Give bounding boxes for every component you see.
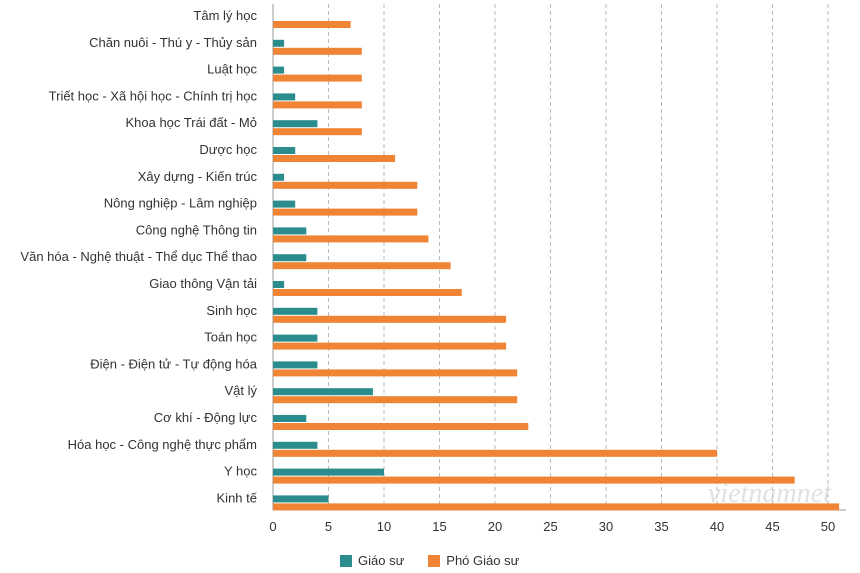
x-tick-label: 35	[654, 519, 668, 534]
category-label: Triết học - Xã hội học - Chính trị học	[49, 88, 258, 103]
bar-giao-su[interactable]	[273, 147, 296, 154]
category-label: Luật học	[207, 62, 257, 77]
category-label: Giao thông Vận tải	[149, 276, 257, 291]
x-tick-label: 40	[710, 519, 724, 534]
category-label: Vật lý	[224, 383, 257, 398]
bar-pho-giao-su[interactable]	[273, 315, 507, 323]
bar-giao-su[interactable]	[273, 388, 373, 396]
bar-giao-su[interactable]	[273, 334, 318, 342]
bar-pho-giao-su[interactable]	[273, 101, 362, 109]
watermark-logo: vietnamnet	[708, 478, 831, 509]
bar-pho-giao-su[interactable]	[273, 181, 418, 189]
bar-giao-su[interactable]	[273, 120, 318, 128]
bar-pho-giao-su[interactable]	[273, 289, 462, 296]
category-label: Nông nghiệp - Lâm nghiệp	[104, 196, 257, 211]
bar-pho-giao-su[interactable]	[273, 235, 429, 243]
category-label: Kinh tế	[217, 490, 258, 505]
category-label: Toán học	[204, 330, 257, 345]
x-tick-label: 15	[432, 519, 446, 534]
category-label: Xây dựng - Kiến trúc	[138, 169, 258, 184]
legend-swatch-giao-su	[340, 554, 352, 567]
legend: Giáo sư Phó Giáo sư	[340, 553, 519, 568]
bar-pho-giao-su[interactable]	[273, 208, 418, 216]
bar-giao-su[interactable]	[273, 200, 296, 208]
x-tick-label: 25	[543, 519, 557, 534]
legend-item-giao-su[interactable]: Giáo sư	[340, 553, 404, 568]
bar-giao-su[interactable]	[273, 281, 285, 288]
bar-pho-giao-su[interactable]	[273, 503, 840, 511]
category-label: Công nghệ Thông tin	[136, 222, 257, 237]
bar-giao-su[interactable]	[273, 39, 285, 47]
x-tick-label: 10	[377, 519, 391, 534]
x-tick-label: 50	[821, 519, 835, 534]
bar-pho-giao-su[interactable]	[273, 155, 396, 162]
legend-label-pho-giao-su: Phó Giáo sư	[446, 553, 520, 568]
bar-pho-giao-su[interactable]	[273, 74, 362, 82]
category-label: Chăn nuôi - Thú y - Thủy sản	[89, 35, 257, 50]
legend-item-pho-giao-su[interactable]: Phó Giáo sư	[428, 553, 519, 568]
bar-pho-giao-su[interactable]	[273, 21, 351, 28]
bar-giao-su[interactable]	[273, 468, 384, 476]
legend-swatch-pho-giao-su	[428, 554, 441, 567]
category-label: Dược học	[199, 142, 257, 157]
category-label: Sinh học	[206, 303, 257, 318]
legend-label-giao-su: Giáo sư	[358, 553, 405, 568]
bar-pho-giao-su[interactable]	[273, 369, 518, 377]
bar-giao-su[interactable]	[273, 93, 296, 101]
x-tick-label: 45	[765, 519, 779, 534]
bar-giao-su[interactable]	[273, 495, 329, 503]
category-label: Văn hóa - Nghệ thuật - Thể dục Thể thao	[20, 249, 257, 264]
x-tick-label: 0	[269, 519, 276, 534]
x-tick-label: 20	[488, 519, 502, 534]
category-label: Điện - Điện tử - Tự động hóa	[90, 356, 258, 371]
bar-giao-su[interactable]	[273, 361, 318, 369]
category-label: Khoa học Trái đất - Mỏ	[125, 115, 257, 130]
bar-giao-su[interactable]	[273, 415, 307, 422]
x-tick-label: 30	[599, 519, 613, 534]
category-label: Y học	[224, 464, 258, 479]
bar-pho-giao-su[interactable]	[273, 47, 362, 55]
bar-pho-giao-su[interactable]	[273, 396, 518, 404]
bar-giao-su[interactable]	[273, 66, 285, 74]
x-tick-label: 5	[325, 519, 332, 534]
bar-pho-giao-su[interactable]	[273, 449, 717, 457]
bar-giao-su[interactable]	[273, 254, 307, 262]
category-label: Hóa học - Công nghệ thực phẩm	[68, 437, 257, 452]
bar-giao-su[interactable]	[273, 441, 318, 449]
bar-pho-giao-su[interactable]	[273, 342, 507, 350]
bar-giao-su[interactable]	[273, 227, 307, 235]
category-label: Cơ khí - Động lực	[154, 410, 258, 425]
bar-giao-su[interactable]	[273, 307, 318, 315]
bar-pho-giao-su[interactable]	[273, 476, 795, 484]
bar-pho-giao-su[interactable]	[273, 423, 529, 430]
bar-giao-su[interactable]	[273, 173, 285, 181]
category-label: Tâm lý học	[193, 8, 257, 23]
bar-pho-giao-su[interactable]	[273, 128, 362, 136]
bar-pho-giao-su[interactable]	[273, 262, 451, 270]
